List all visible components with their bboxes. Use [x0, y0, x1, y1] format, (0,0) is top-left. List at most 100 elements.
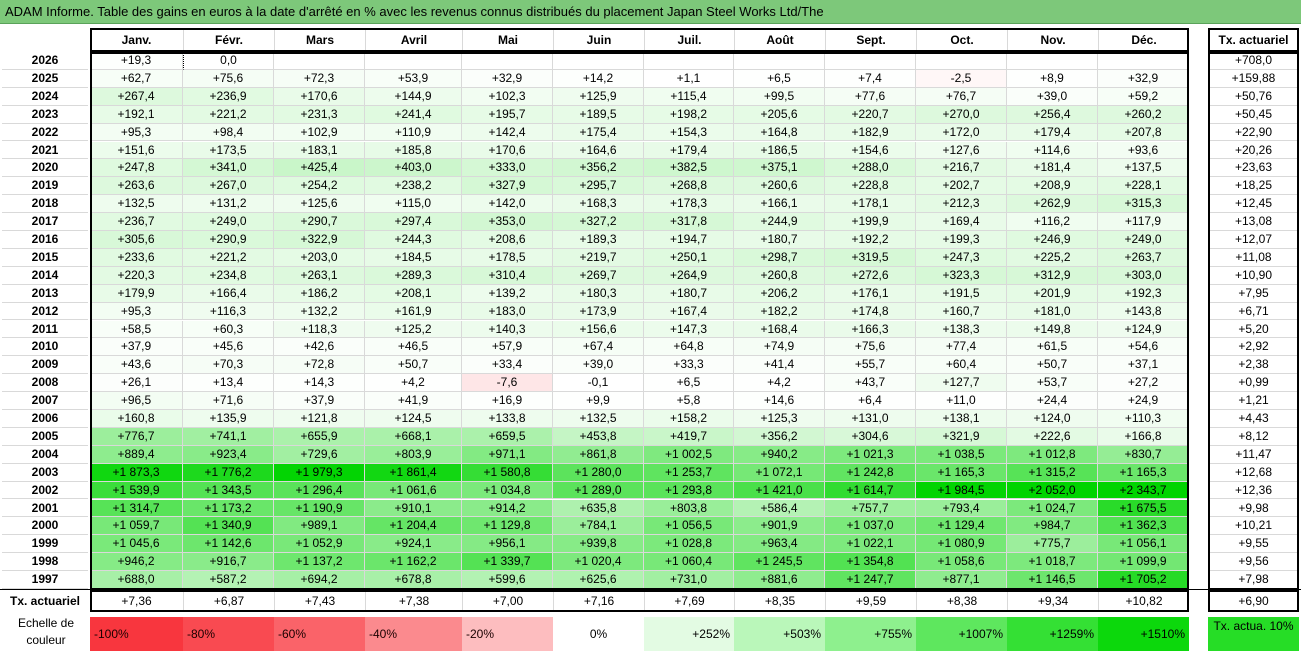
month-header: Févr.	[183, 28, 274, 52]
table-cell: +1 675,5	[1098, 499, 1189, 518]
table-cell: +375,1	[734, 159, 825, 178]
year-label: 2010	[2, 338, 88, 357]
table-cell: +161,9	[365, 302, 462, 321]
table-cell: +207,8	[1098, 123, 1189, 142]
table-cell: +32,9	[462, 69, 553, 88]
table-cell: +946,2	[90, 553, 183, 572]
table-cell: +254,2	[274, 177, 365, 196]
table-cell: +198,2	[644, 105, 734, 124]
table-cell: +984,7	[1007, 517, 1098, 536]
footer-cell: +8,38	[916, 591, 1007, 611]
table-cell: +42,6	[274, 338, 365, 357]
table-cell: +1 058,6	[916, 553, 1007, 572]
year-label: 2003	[2, 464, 88, 482]
table-cell: +1 012,8	[1007, 445, 1098, 464]
table-cell	[734, 52, 825, 70]
table-cell: +1 253,7	[644, 463, 734, 482]
table-cell: +156,6	[553, 320, 644, 339]
year-label: 2009	[2, 356, 88, 375]
table-cell: +356,2	[553, 159, 644, 178]
table-cell: +37,9	[274, 392, 365, 410]
table-cell: +1 059,7	[90, 517, 183, 536]
footer-cell: +7,36	[121, 594, 152, 608]
legend-swatch: +755%	[825, 617, 916, 651]
month-header: Mars	[274, 28, 365, 52]
table-cell: +889,4	[90, 445, 183, 464]
table-cell: +803,9	[365, 445, 462, 464]
month-header: Juil.	[644, 28, 734, 52]
table-cell: +116,2	[1007, 213, 1098, 231]
table-cell	[916, 52, 1007, 70]
table-cell: +178,1	[825, 195, 916, 214]
table-cell: +33,3	[644, 356, 734, 375]
year-label: 2005	[2, 428, 88, 446]
table-cell: +1 314,7	[90, 499, 183, 518]
table-cell: +179,9	[90, 284, 183, 303]
table-cell: +247,3	[916, 248, 1007, 267]
table-cell: +164,6	[553, 141, 644, 160]
month-header: Sept.	[825, 28, 916, 52]
table-cell: +43,7	[825, 374, 916, 393]
table-cell: +14,3	[274, 374, 365, 393]
table-cell: +1 242,8	[825, 463, 916, 482]
table-cell: +419,7	[644, 427, 734, 446]
table-cell: +1 052,9	[274, 535, 365, 554]
table-cell: +305,6	[90, 231, 183, 249]
table-cell: +95,3	[90, 123, 183, 142]
table-cell: +356,2	[734, 427, 825, 446]
table-cell: +8,9	[1007, 69, 1098, 88]
table-cell: +172,0	[916, 123, 1007, 142]
table-cell: +5,8	[644, 392, 734, 410]
table-cell: +142,0	[462, 195, 553, 214]
year-label: 2001	[2, 500, 88, 518]
table-cell: +166,1	[734, 195, 825, 214]
table-cell: +176,1	[825, 284, 916, 303]
table-cell: +1 045,6	[90, 535, 183, 554]
table-cell	[644, 52, 734, 70]
table-cell: +260,2	[1098, 105, 1189, 124]
month-header: Mai	[462, 28, 553, 52]
table-cell: +1 861,4	[365, 463, 462, 482]
year-label: 2004	[2, 446, 88, 464]
table-cell: +1 028,8	[644, 535, 734, 554]
table-cell: +115,0	[365, 195, 462, 214]
table-cell: +53,9	[365, 69, 462, 88]
table-cell: +353,0	[462, 213, 553, 231]
table-cell: +117,9	[1098, 213, 1189, 231]
report-title: ADAM Informe. Table des gains en euros à…	[0, 0, 1301, 24]
table-cell: +1 247,7	[825, 571, 916, 589]
table-cell: +179,4	[644, 141, 734, 160]
table-cell: +225,2	[1007, 248, 1098, 267]
table-cell: +124,0	[1007, 410, 1098, 428]
table-cell: +963,4	[734, 535, 825, 554]
table-cell: +195,7	[462, 105, 553, 124]
tx-cell: +9,55	[1208, 535, 1299, 554]
year-label: 2016	[2, 231, 88, 249]
year-label: 1999	[2, 535, 88, 554]
month-header: Janv.	[121, 33, 152, 47]
table-cell: +1 315,2	[1007, 463, 1098, 482]
table-cell: +236,9	[183, 87, 274, 106]
table-cell: +403,0	[365, 159, 462, 178]
table-cell: +731,0	[644, 571, 734, 589]
year-label: 2023	[2, 106, 88, 124]
tx-cell: +20,26	[1208, 142, 1299, 160]
tx-cell: +10,90	[1208, 267, 1299, 285]
table-cell: +110,9	[365, 123, 462, 142]
table-cell: +923,4	[183, 445, 274, 464]
table-cell: +37,9	[90, 338, 183, 357]
table-cell: +916,7	[183, 553, 274, 572]
table-cell: +1 165,3	[1098, 463, 1189, 482]
year-label: 2000	[2, 517, 88, 536]
table-cell: +185,8	[365, 141, 462, 160]
table-cell: +72,3	[274, 69, 365, 88]
table-cell: +149,8	[1007, 320, 1098, 339]
table-cell: +181,0	[1007, 302, 1098, 321]
table-cell: +55,7	[825, 356, 916, 375]
table-cell: +160,8	[90, 410, 183, 428]
table-cell: +246,9	[1007, 231, 1098, 249]
table-cell: +6,5	[734, 69, 825, 88]
table-cell: +425,4	[274, 159, 365, 178]
table-cell: +178,5	[462, 248, 553, 267]
table-cell: +1 296,4	[274, 481, 365, 500]
